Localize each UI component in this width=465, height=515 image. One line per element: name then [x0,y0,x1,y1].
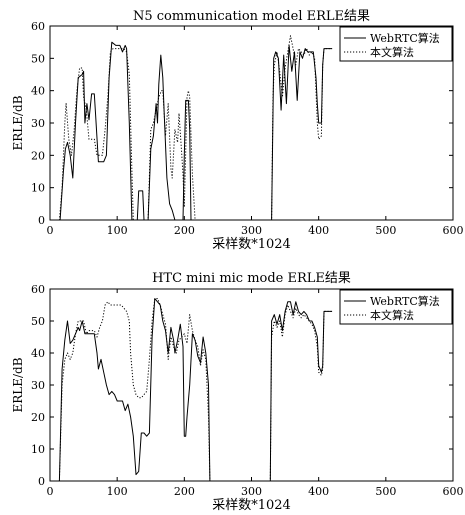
series-line-proposed [50,298,333,482]
y-tick-label: 30 [31,379,45,392]
x-axis-label-2: 采样数*1024 [212,498,291,513]
y-tick-label: 50 [31,52,45,65]
x-tick-label: 0 [47,224,54,237]
y-tick-label: 40 [31,347,45,360]
x-tick-label: 0 [47,485,54,498]
x-tick-label: 300 [241,485,262,498]
x-tick-label: 200 [174,224,195,237]
y-axis-label-1: ERLE/dB [11,95,25,150]
x-tick-label: 500 [375,224,396,237]
chart-title-2: HTC mini mic mode ERLE结果 [152,271,351,286]
y-tick-label: 60 [31,20,45,33]
x-tick-label: 600 [443,224,464,237]
legend-label: WebRTC算法 [370,294,440,308]
y-tick-label: 60 [31,283,45,296]
series-line-webrtc [50,41,333,221]
legend-label: WebRTC算法 [370,31,440,45]
legend-box-1 [339,26,453,62]
y-tick-label: 40 [31,85,45,98]
x-tick-label: 300 [241,224,262,237]
y-tick-label: 50 [31,315,45,328]
chart-title-1: N5 communication model ERLE结果 [133,9,370,24]
y-tick-label: 20 [31,149,45,162]
x-tick-label: 100 [107,485,128,498]
y-tick-label: 0 [38,214,45,227]
y-axis-label-2: ERLE/dB [11,357,25,412]
y-tick-label: 30 [31,117,45,130]
y-tick-label: 20 [31,411,45,424]
legend-label: 本文算法 [370,45,414,59]
x-tick-label: 100 [107,224,128,237]
y-tick-label: 0 [38,475,45,488]
legend-box-2 [339,289,453,325]
x-tick-label: 600 [443,485,464,498]
series-line-proposed [50,35,333,221]
x-tick-label: 200 [174,485,195,498]
x-tick-label: 400 [308,485,329,498]
series-line-webrtc [50,298,333,482]
x-tick-label: 500 [375,485,396,498]
x-axis-label-1: 采样数*1024 [212,237,291,252]
y-tick-label: 10 [31,443,45,456]
y-tick-label: 10 [31,182,45,195]
x-tick-label: 400 [308,224,329,237]
legend-label: 本文算法 [370,308,414,322]
